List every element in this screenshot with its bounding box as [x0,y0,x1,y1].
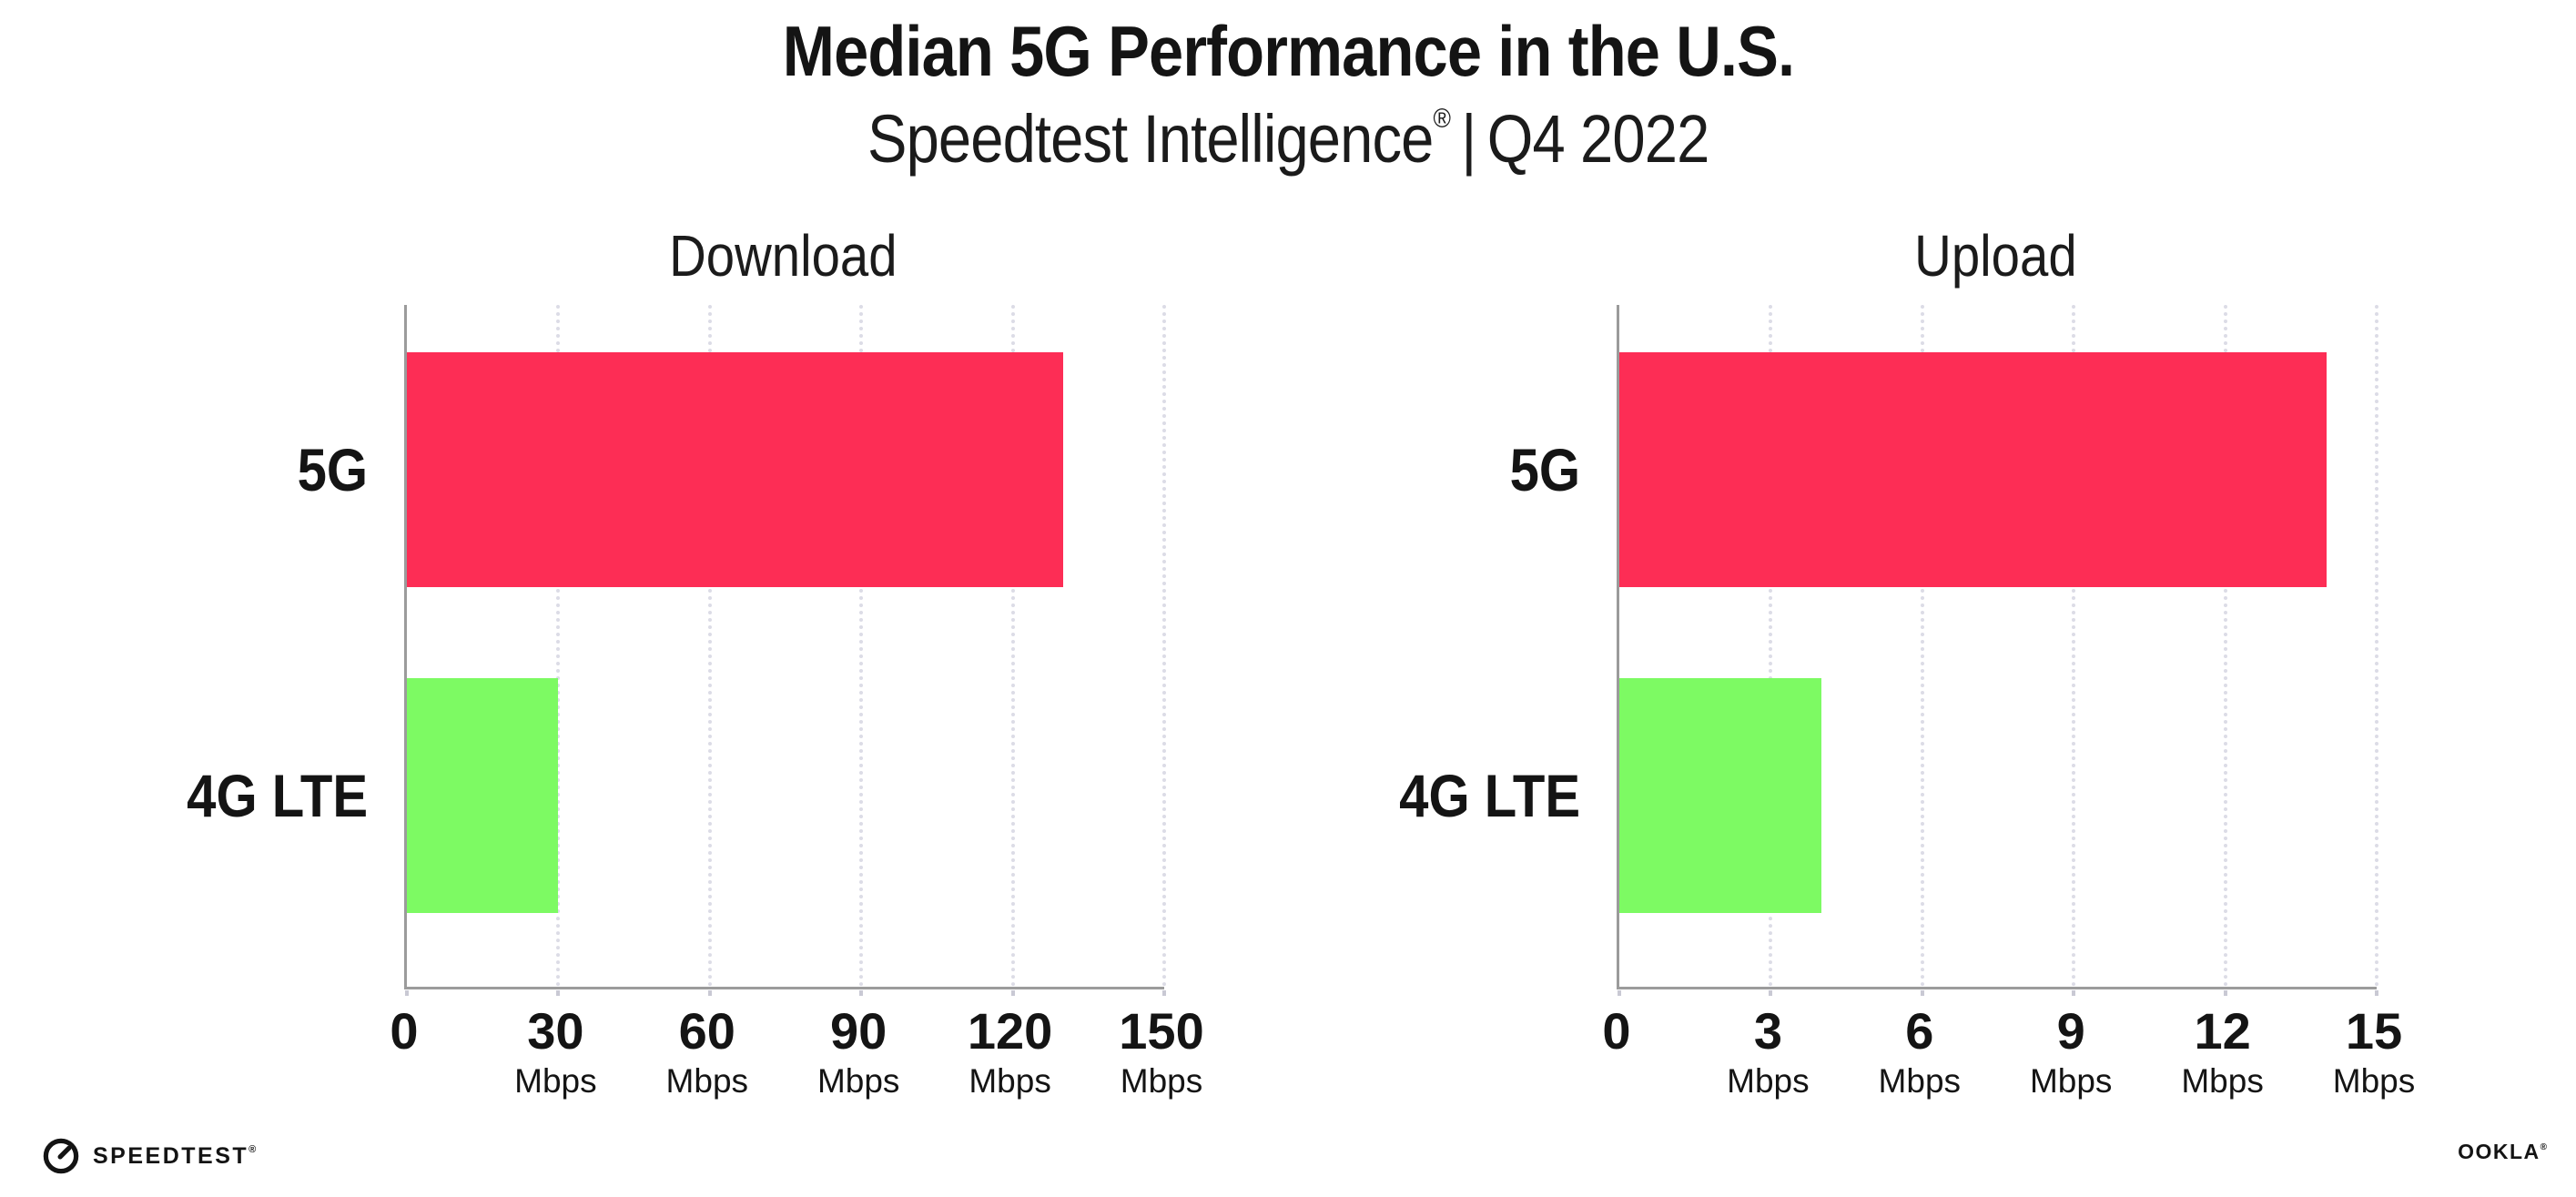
x-tick-unit: Mbps [2332,1061,2416,1100]
x-tick-unit: Mbps [665,1061,749,1100]
page-subtitle-text: Speedtest Intelligence® | Q4 2022 [867,103,1709,173]
x-tick-value: 30 [527,1002,584,1060]
chart-header: Median 5G Performance in the U.S. Speedt… [0,0,2576,173]
gridline-x-120 [1010,305,1015,987]
gridline-x-6 [1920,305,1924,987]
bar-4g-lte [1619,678,1821,913]
chart-panel-upload: Upload 5G 4G LTE 0 3 Mbps 6 Mbps 9 Mbps 12 Mbps 15 Mb… [1212,209,2487,1129]
category-label-text: 4G LTE [186,762,368,829]
category-label-text: 4G LTE [1398,762,1580,829]
gridline-x-15 [2375,305,2378,987]
subtitle-period: Q4 2022 [1486,100,1710,177]
plot-area-download [404,305,1166,996]
tick-mark-x-150 [1162,990,1166,996]
x-tick-label-12: 12 Mbps [2150,1002,2296,1100]
ookla-wordmark-text: OOKLA [2458,1140,2541,1163]
category-label-text: 5G [1509,436,1580,503]
x-tick-label-60: 60 Mbps [634,1002,780,1100]
bar-5g [407,352,1064,587]
x-tick-value: 90 [830,1002,887,1060]
tick-mark-x-9 [2072,990,2076,996]
panel-title-download: Download [404,222,1161,289]
category-label-5g: 5G [1212,440,1580,500]
x-tick-unit: Mbps [969,1061,1051,1100]
x-tick-value: 15 [2345,1002,2403,1060]
panel-title-text: Upload [1913,223,2077,289]
x-tick-value: 12 [2194,1002,2251,1060]
tick-mark-x-30 [556,990,561,996]
category-label-4g-lte: 4G LTE [0,766,368,826]
panel-title-text: Download [668,223,898,289]
ookla-logo: OOKLA® [2458,1140,2547,1164]
tick-mark-x-90 [859,990,864,996]
tick-mark-x-120 [1010,990,1015,996]
x-tick-value: 0 [390,1002,419,1060]
x-tick-label-90: 90 Mbps [786,1002,931,1100]
x-tick-unit: Mbps [2181,1061,2264,1100]
x-tick-unit: Mbps [1120,1061,1203,1100]
x-tick-label-6: 6 Mbps [1847,1002,1993,1100]
page-subtitle: Speedtest Intelligence® | Q4 2022 [0,103,2576,173]
subtitle-separator: | [1461,100,1476,177]
registered-mark: ® [1433,103,1450,134]
speedtest-logo: SPEEDTEST® [42,1136,256,1176]
x-tick-label-30: 30 Mbps [482,1002,628,1100]
category-label-text: 5G [297,436,368,503]
category-label-4g-lte: 4G LTE [1212,766,1580,826]
x-tick-unit: Mbps [1878,1061,1962,1100]
x-tick-unit: Mbps [816,1061,900,1100]
ookla-registered-mark: ® [2540,1142,2547,1152]
x-tick-label-3: 3 Mbps [1695,1002,1841,1100]
x-tick-label-0: 0 [331,1002,477,1060]
x-tick-value: 6 [1905,1002,1934,1060]
subtitle-brand: Speedtest Intelligence [867,100,1434,177]
tick-mark-x-12 [2223,990,2227,996]
bar-5g [1619,352,2327,587]
x-tick-label-15: 15 Mbps [2301,1002,2447,1100]
tick-mark-x-0 [1618,990,1621,996]
page-title: Median 5G Performance in the U.S. [0,11,2576,91]
page-title-text: Median 5G Performance in the U.S. [782,11,1794,91]
x-tick-value: 60 [678,1002,735,1060]
gridline-x-150 [1162,305,1166,987]
tick-mark-x-0 [405,990,409,996]
x-tick-label-150: 150 Mbps [1089,1002,1234,1100]
gridline-x-9 [2072,305,2076,987]
gridline-x-3 [1769,305,1773,987]
tick-mark-x-3 [1769,990,1773,996]
bar-4g-lte [407,678,559,913]
x-tick-unit: Mbps [2029,1061,2113,1100]
gridline-x-12 [2223,305,2227,987]
gridline-x-90 [859,305,864,987]
gridline-x-30 [556,305,561,987]
x-tick-value: 0 [1602,1002,1631,1060]
tick-mark-x-6 [1920,990,1924,996]
speedtest-gauge-icon [43,1138,79,1174]
tick-mark-x-15 [2375,990,2378,996]
plot-area-upload [1617,305,2378,996]
x-tick-label-0: 0 [1544,1002,1689,1060]
x-tick-value: 3 [1753,1002,1782,1060]
gridline-x-60 [707,305,712,987]
speedtest-wordmark-text: SPEEDTEST [93,1142,249,1169]
speedtest-wordmark: SPEEDTEST® [93,1143,256,1170]
x-tick-label-9: 9 Mbps [1998,1002,2144,1100]
x-tick-label-120: 120 Mbps [938,1002,1083,1100]
x-tick-unit: Mbps [514,1061,597,1100]
tick-mark-x-60 [707,990,712,996]
speedtest-registered-mark: ® [248,1143,257,1155]
x-tick-value: 9 [2056,1002,2085,1060]
x-tick-unit: Mbps [1727,1061,1810,1100]
chart-panel-download: Download 5G 4G LTE 0 30 Mbps 60 Mbps 90 Mbps 120 Mb… [0,209,1274,1129]
panel-title-upload: Upload [1617,222,2374,289]
category-label-5g: 5G [0,440,368,500]
x-tick-value: 150 [1119,1002,1204,1060]
x-tick-value: 120 [967,1002,1053,1060]
